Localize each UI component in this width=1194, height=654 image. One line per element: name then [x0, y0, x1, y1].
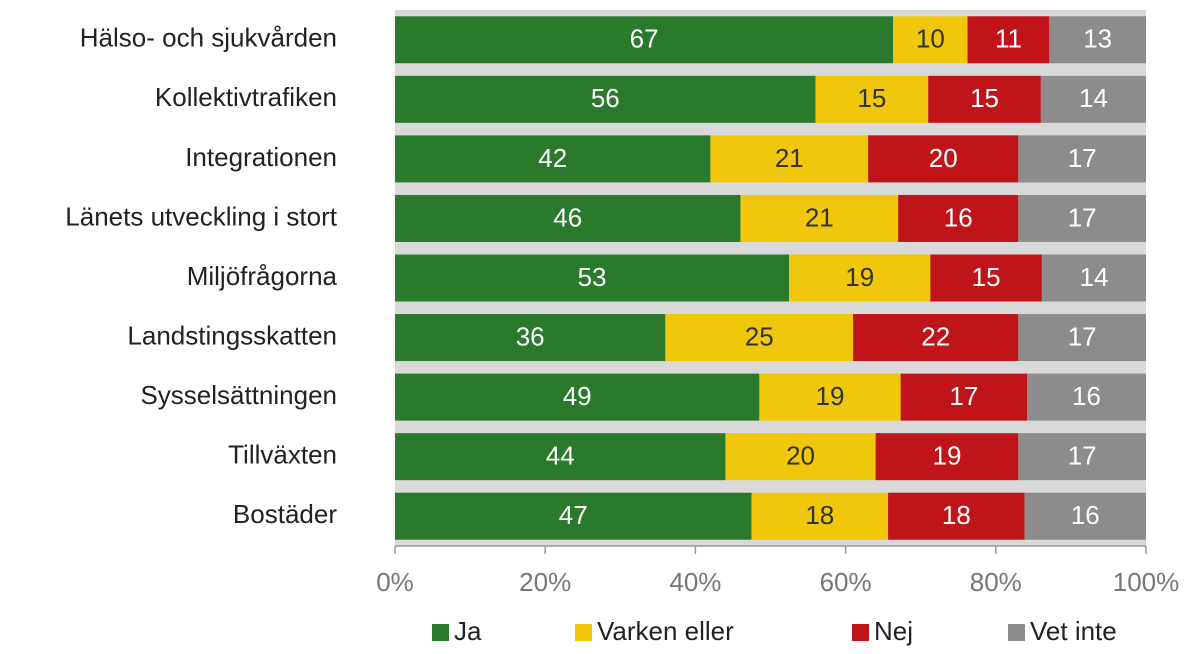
data-label: 42	[538, 143, 567, 173]
bar-segment	[815, 75, 929, 123]
bar-segment	[1040, 75, 1146, 123]
data-label: 15	[972, 262, 1001, 292]
x-tick-label: 80%	[970, 567, 1022, 597]
data-label: 47	[559, 500, 588, 530]
bar-segment	[395, 135, 711, 183]
bar-segment	[1018, 135, 1146, 183]
data-label: 49	[563, 381, 592, 411]
data-label: 16	[1071, 500, 1100, 530]
data-label: 17	[1068, 143, 1097, 173]
y-tick-label: Kollektivtrafiken	[155, 82, 337, 112]
bar-segment	[875, 433, 1019, 481]
bar-segment	[930, 254, 1042, 302]
bar-segment	[395, 194, 741, 242]
legend-label: Varken eller	[597, 616, 734, 646]
bar-segment	[1024, 492, 1146, 540]
data-label: 44	[546, 441, 575, 471]
data-label: 14	[1079, 262, 1108, 292]
data-label: 46	[553, 202, 582, 232]
y-tick-label: Tillväxten	[228, 440, 337, 470]
bar-segment	[395, 254, 790, 302]
bar-segment	[888, 492, 1025, 540]
bar-segment	[395, 75, 816, 123]
bar-segment	[395, 433, 726, 481]
bar-segment	[740, 194, 899, 242]
bar-segment	[759, 373, 901, 421]
data-label: 18	[805, 500, 834, 530]
bar-segment	[395, 314, 666, 362]
bar-segment	[395, 373, 760, 421]
bar-segment	[1049, 16, 1146, 64]
y-tick-label: Miljöfrågorna	[187, 261, 338, 291]
legend-swatch	[575, 624, 592, 641]
bar-segment	[725, 433, 876, 481]
data-label: 53	[578, 262, 607, 292]
bar-segment	[1018, 314, 1146, 362]
data-label: 15	[970, 83, 999, 113]
legend-swatch	[852, 624, 869, 641]
legend-label: Nej	[874, 616, 913, 646]
bar-segment	[1041, 254, 1146, 302]
data-label: 16	[1072, 381, 1101, 411]
data-label: 67	[630, 24, 659, 54]
data-label: 15	[857, 83, 886, 113]
bar-segment	[710, 135, 869, 183]
data-label: 22	[921, 321, 950, 351]
bar-segment	[893, 16, 968, 64]
bar-segment	[853, 314, 1019, 362]
data-label: 14	[1079, 83, 1108, 113]
data-label: 19	[845, 262, 874, 292]
x-tick-label: 60%	[820, 567, 872, 597]
data-label: 20	[929, 143, 958, 173]
bar-segment	[1027, 373, 1146, 421]
data-label: 17	[949, 381, 978, 411]
x-tick-label: 100%	[1113, 567, 1180, 597]
data-label: 19	[933, 441, 962, 471]
data-label: 16	[944, 202, 973, 232]
bar-segment	[751, 492, 889, 540]
bar-segment	[665, 314, 854, 362]
bar-segment	[1018, 194, 1146, 242]
data-label: 10	[916, 24, 945, 54]
bar-segment	[868, 135, 1019, 183]
data-label: 20	[786, 441, 815, 471]
legend-swatch	[1008, 624, 1025, 641]
bar-segment	[395, 492, 752, 540]
y-tick-label: Länets utveckling i stort	[65, 201, 337, 231]
data-label: 11	[995, 24, 1022, 54]
bar-segment	[395, 16, 894, 64]
bar-segment	[789, 254, 931, 302]
legend-swatch	[432, 624, 449, 641]
data-label: 18	[942, 500, 971, 530]
data-label: 19	[816, 381, 845, 411]
data-label: 13	[1083, 24, 1112, 54]
bar-segment	[898, 194, 1019, 242]
bar-segment	[928, 75, 1041, 123]
data-label: 56	[591, 83, 620, 113]
data-label: 17	[1068, 441, 1097, 471]
x-tick-label: 0%	[376, 567, 414, 597]
data-label: 17	[1068, 202, 1097, 232]
data-label: 36	[516, 321, 545, 351]
y-tick-label: Sysselsättningen	[140, 380, 337, 410]
y-tick-label: Integrationen	[185, 142, 337, 172]
bar-segment	[900, 373, 1028, 421]
y-tick-label: Hälso- och sjukvården	[80, 23, 337, 53]
data-label: 21	[805, 202, 834, 232]
x-tick-label: 40%	[669, 567, 721, 597]
data-label: 21	[775, 143, 804, 173]
y-tick-label: Landstingsskatten	[127, 320, 337, 350]
data-label: 17	[1068, 321, 1097, 351]
legend-label: Vet inte	[1030, 616, 1117, 646]
bar-segment	[967, 16, 1050, 64]
legend-label: Ja	[454, 616, 482, 646]
x-tick-label: 20%	[519, 567, 571, 597]
y-tick-label: Bostäder	[233, 499, 337, 529]
bar-segment	[1018, 433, 1146, 481]
data-label: 25	[745, 321, 774, 351]
